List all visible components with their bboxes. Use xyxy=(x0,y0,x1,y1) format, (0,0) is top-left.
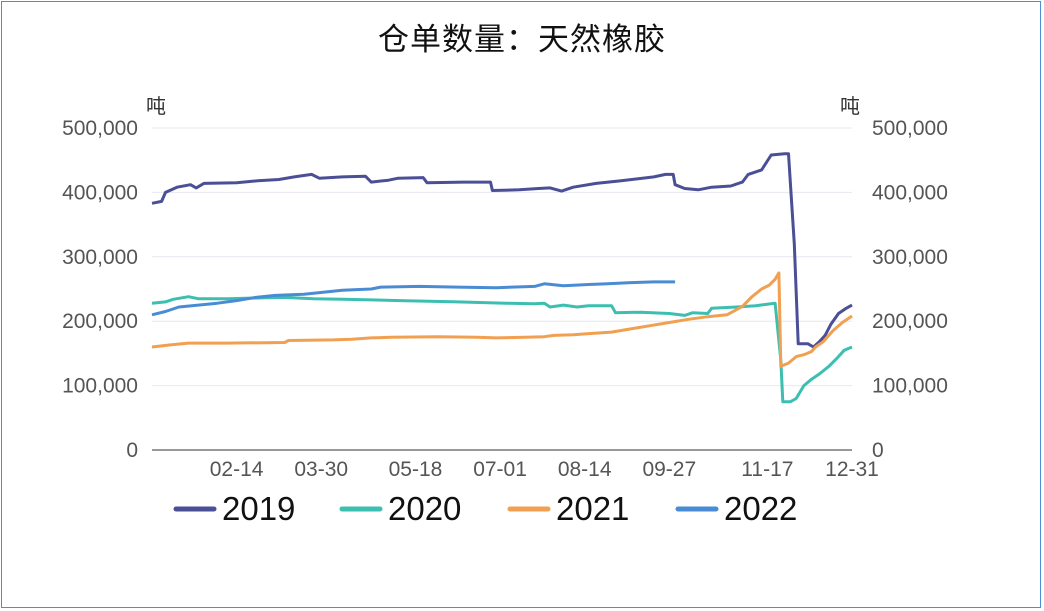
series-line-2020 xyxy=(151,295,853,404)
x-tick-label: 03-30 xyxy=(294,458,348,481)
x-tick-label: 11-17 xyxy=(741,458,793,481)
legend-label-2022: 2022 xyxy=(724,490,797,527)
x-tick-label: 09-27 xyxy=(642,458,696,481)
legend-label-2020: 2020 xyxy=(388,490,461,527)
right-axis-unit: 吨 xyxy=(840,94,860,118)
chart-title: 仓单数量：天然橡胶 xyxy=(378,22,666,58)
y-tick-label: 0 xyxy=(126,439,138,462)
x-tick-label: 07-01 xyxy=(473,458,527,481)
series-lines xyxy=(151,152,853,404)
right-y-tick-label: 100,000 xyxy=(872,375,948,398)
right-y-tick-label: 400,000 xyxy=(872,181,948,204)
y-tick-label: 200,000 xyxy=(62,310,138,333)
x-axis: 02-14 03-30 05-18 07-01 08-14 09-27 11-17 12-31 xyxy=(210,458,879,481)
left-y-axis: 0 100,000 200,000 300,000 400,000 500,000 xyxy=(62,117,138,462)
legend-label-2021: 2021 xyxy=(556,490,629,527)
right-y-tick-label: 0 xyxy=(872,439,884,462)
series-line-2021 xyxy=(151,271,853,368)
right-y-axis: 0 100,000 200,000 300,000 400,000 500,000 xyxy=(872,117,948,462)
y-tick-label: 300,000 xyxy=(62,246,138,269)
series-line-2022 xyxy=(151,280,676,317)
left-axis-unit: 吨 xyxy=(146,94,166,118)
y-tick-label: 400,000 xyxy=(62,181,138,204)
x-tick-label: 08-14 xyxy=(558,458,612,481)
y-tick-label: 100,000 xyxy=(62,375,138,398)
y-tick-label: 500,000 xyxy=(62,117,138,140)
right-y-tick-label: 500,000 xyxy=(872,117,948,140)
x-tick-label: 02-14 xyxy=(210,458,264,481)
right-y-tick-label: 300,000 xyxy=(872,246,948,269)
right-y-tick-label: 200,000 xyxy=(872,310,948,333)
legend-label-2019: 2019 xyxy=(222,490,295,527)
grid-lines xyxy=(152,127,852,387)
x-tick-label: 12-31 xyxy=(825,458,879,481)
legend: 2019 2020 2021 2022 xyxy=(173,490,797,527)
x-tick-label: 05-18 xyxy=(389,458,443,481)
series-line-2019 xyxy=(151,152,853,349)
